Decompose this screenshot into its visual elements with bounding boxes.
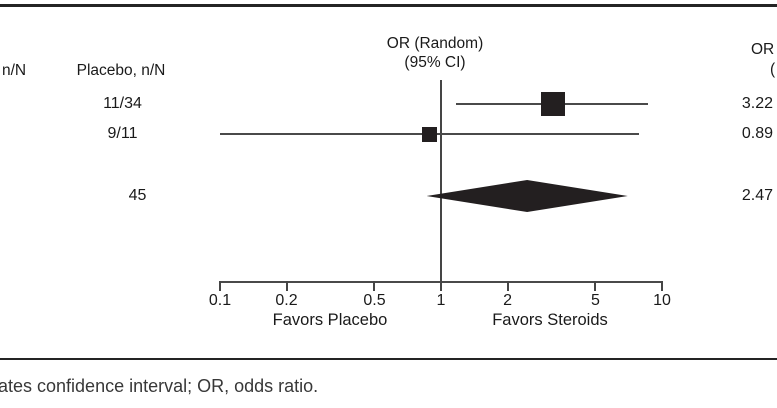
x-axis-tick [506,281,509,291]
placebo-n-total: 45 [128,187,147,204]
x-axis-tick [661,281,663,291]
bottom-rule [0,358,777,360]
or-value-total: 2.47 [741,187,773,204]
favors-steroids-label: Favors Steroids [492,311,608,329]
x-axis-tick [594,281,597,291]
x-tick-label: 0.1 [208,292,232,309]
col-header-or-random-line1: OR (Random) [386,35,484,52]
or-value-row2: 0.89 [741,125,773,142]
x-tick-label: 10 [653,292,671,309]
x-axis-tick [373,281,376,291]
favors-placebo-label: Favors Placebo [272,311,388,329]
col-header-steroids-nn-partial: n/N [2,62,27,79]
top-rule [0,4,777,7]
x-axis-tick [285,281,288,291]
x-tick-label: 2 [503,292,512,309]
null-effect-line [440,80,442,290]
x-tick-label: 1 [436,292,446,309]
x-tick-label: 5 [591,292,600,309]
col-header-or-right-partial-line1: OR [751,41,775,58]
or-point-marker [541,92,566,116]
or-value-row1: 3.22 [741,95,773,112]
placebo-nn-row2: 9/11 [107,125,138,142]
summary-diamond [426,180,628,212]
x-tick-label: 0.2 [275,292,298,309]
col-header-or-random-line2: (95% CI) [404,54,466,71]
x-tick-label: 0.5 [363,292,386,309]
x-axis-tick [219,281,221,291]
col-header-or-random: OR (Random) (95% CI) [355,34,515,72]
or-point-marker [422,126,438,142]
col-header-placebo-nn: Placebo, n/N [76,62,166,79]
col-header-or-right-partial-line2: ( [770,61,776,78]
placebo-nn-row1: 11/34 [103,95,142,112]
footnote-abbreviations-partial: ates confidence interval; OR, odds ratio… [0,376,319,396]
x-axis-tick [440,281,442,291]
